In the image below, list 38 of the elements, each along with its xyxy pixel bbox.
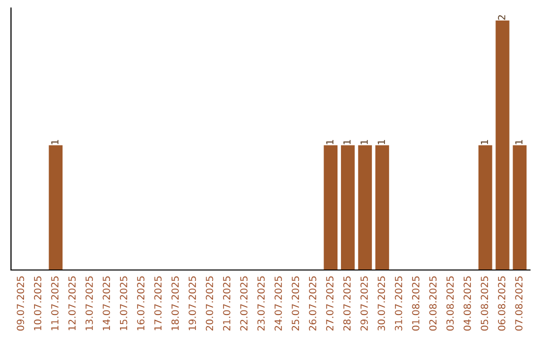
x-tick-label: 28.07.2025 xyxy=(343,276,351,331)
x-tick-label: 10.07.2025 xyxy=(34,276,42,330)
x-tick-label: 15.07.2025 xyxy=(120,276,128,330)
x-tick-label: 30.07.2025 xyxy=(378,276,386,330)
x-tick-label: 02.08.2025 xyxy=(429,276,437,331)
data-label: 2 xyxy=(498,15,506,20)
x-tick-label: 07.08.2025 xyxy=(515,276,523,331)
x-tick-label: 01.08.2025 xyxy=(412,276,420,331)
data-label: 1 xyxy=(326,140,334,144)
x-tick-label: 13.07.2025 xyxy=(86,276,93,330)
x-tick-label: 31.07.2025 xyxy=(394,276,402,330)
x-tick-label: 12.07.2025 xyxy=(68,276,76,330)
x-tick-label: 27.07.2025 xyxy=(326,276,334,331)
x-tick-label: 04.08.2025 xyxy=(464,276,471,331)
data-label: 1 xyxy=(378,140,385,144)
x-tick-label: 18.07.2025 xyxy=(171,276,179,330)
x-tick-label: 25.07.2025 xyxy=(292,276,300,331)
data-label: 1 xyxy=(515,140,522,144)
x-tick-label: 09.07.2025 xyxy=(16,276,24,331)
x-tick-label: 11.07.2025 xyxy=(51,276,59,330)
x-tick-label: 14.07.2025 xyxy=(102,276,110,330)
data-label: 1 xyxy=(51,140,58,144)
x-tick-label: 22.07.2025 xyxy=(240,276,248,331)
x-tick-label: 20.07.2025 xyxy=(206,276,214,331)
x-tick-label: 29.07.2025 xyxy=(360,276,368,331)
x-tick-label: 17.07.2025 xyxy=(154,276,162,330)
x-tick-label: 03.08.2025 xyxy=(446,276,454,331)
x-tick-label: 24.07.2025 xyxy=(274,276,282,331)
data-label: 1 xyxy=(360,140,368,144)
x-tick-label: 06.08.2025 xyxy=(498,276,506,331)
x-tick-label: 21.07.2025 xyxy=(223,276,230,331)
x-tick-label: 23.07.2025 xyxy=(257,276,265,331)
x-tick-label: 16.07.2025 xyxy=(137,276,144,330)
data-label: 1 xyxy=(343,140,351,144)
x-tick-label: 19.07.2025 xyxy=(188,276,196,330)
x-tick-label: 05.08.2025 xyxy=(480,276,488,331)
x-tick-label: 26.07.2025 xyxy=(308,276,316,331)
data-label: 1 xyxy=(480,140,488,144)
